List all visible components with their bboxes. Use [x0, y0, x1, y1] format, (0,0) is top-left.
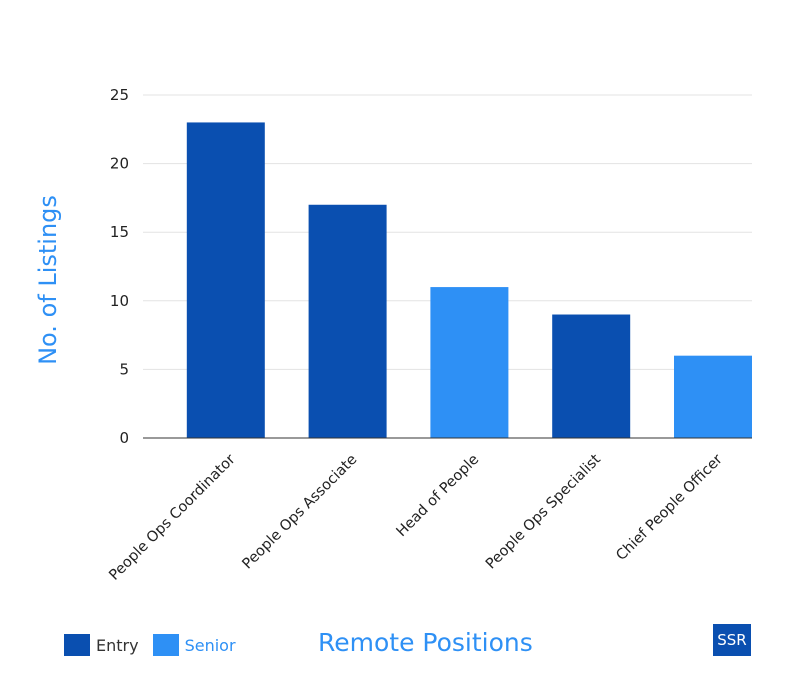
y-tick-label: 0: [119, 429, 129, 447]
y-tick-label: 5: [119, 360, 129, 378]
chart-title: Remote Positions: [318, 628, 533, 657]
bar-head-of-people: [430, 287, 509, 438]
legend-label-senior: Senior: [184, 635, 236, 655]
legend-swatch-senior: [152, 634, 179, 656]
bar-chief-people-officer: [674, 355, 752, 438]
bar-people-ops-specialist: [552, 314, 631, 438]
x-tick-label: Chief People Officer: [613, 451, 725, 563]
bar-people-ops-coordinator: [186, 122, 265, 438]
y-tick-label: 25: [110, 86, 129, 104]
x-tick-label: People Ops Specialist: [483, 451, 604, 572]
bar-people-ops-associate: [308, 204, 387, 438]
legend-item-entry: Entry: [64, 634, 139, 656]
legend-label-entry: Entry: [96, 635, 139, 655]
ssr-logo: SSR: [713, 624, 751, 656]
y-axis-label: No. of Listings: [34, 195, 62, 365]
y-tick-label: 15: [110, 223, 129, 241]
y-tick-label: 20: [110, 155, 129, 173]
x-tick-label: Head of People: [394, 451, 483, 540]
x-tick-label: People Ops Coordinator: [106, 451, 238, 583]
legend-swatch-entry: [64, 634, 90, 656]
legend-item-senior: Senior: [152, 634, 236, 656]
x-tick-label: People Ops Associate: [240, 451, 361, 572]
legend: Entry Senior: [64, 634, 250, 656]
y-tick-label: 10: [110, 292, 129, 310]
